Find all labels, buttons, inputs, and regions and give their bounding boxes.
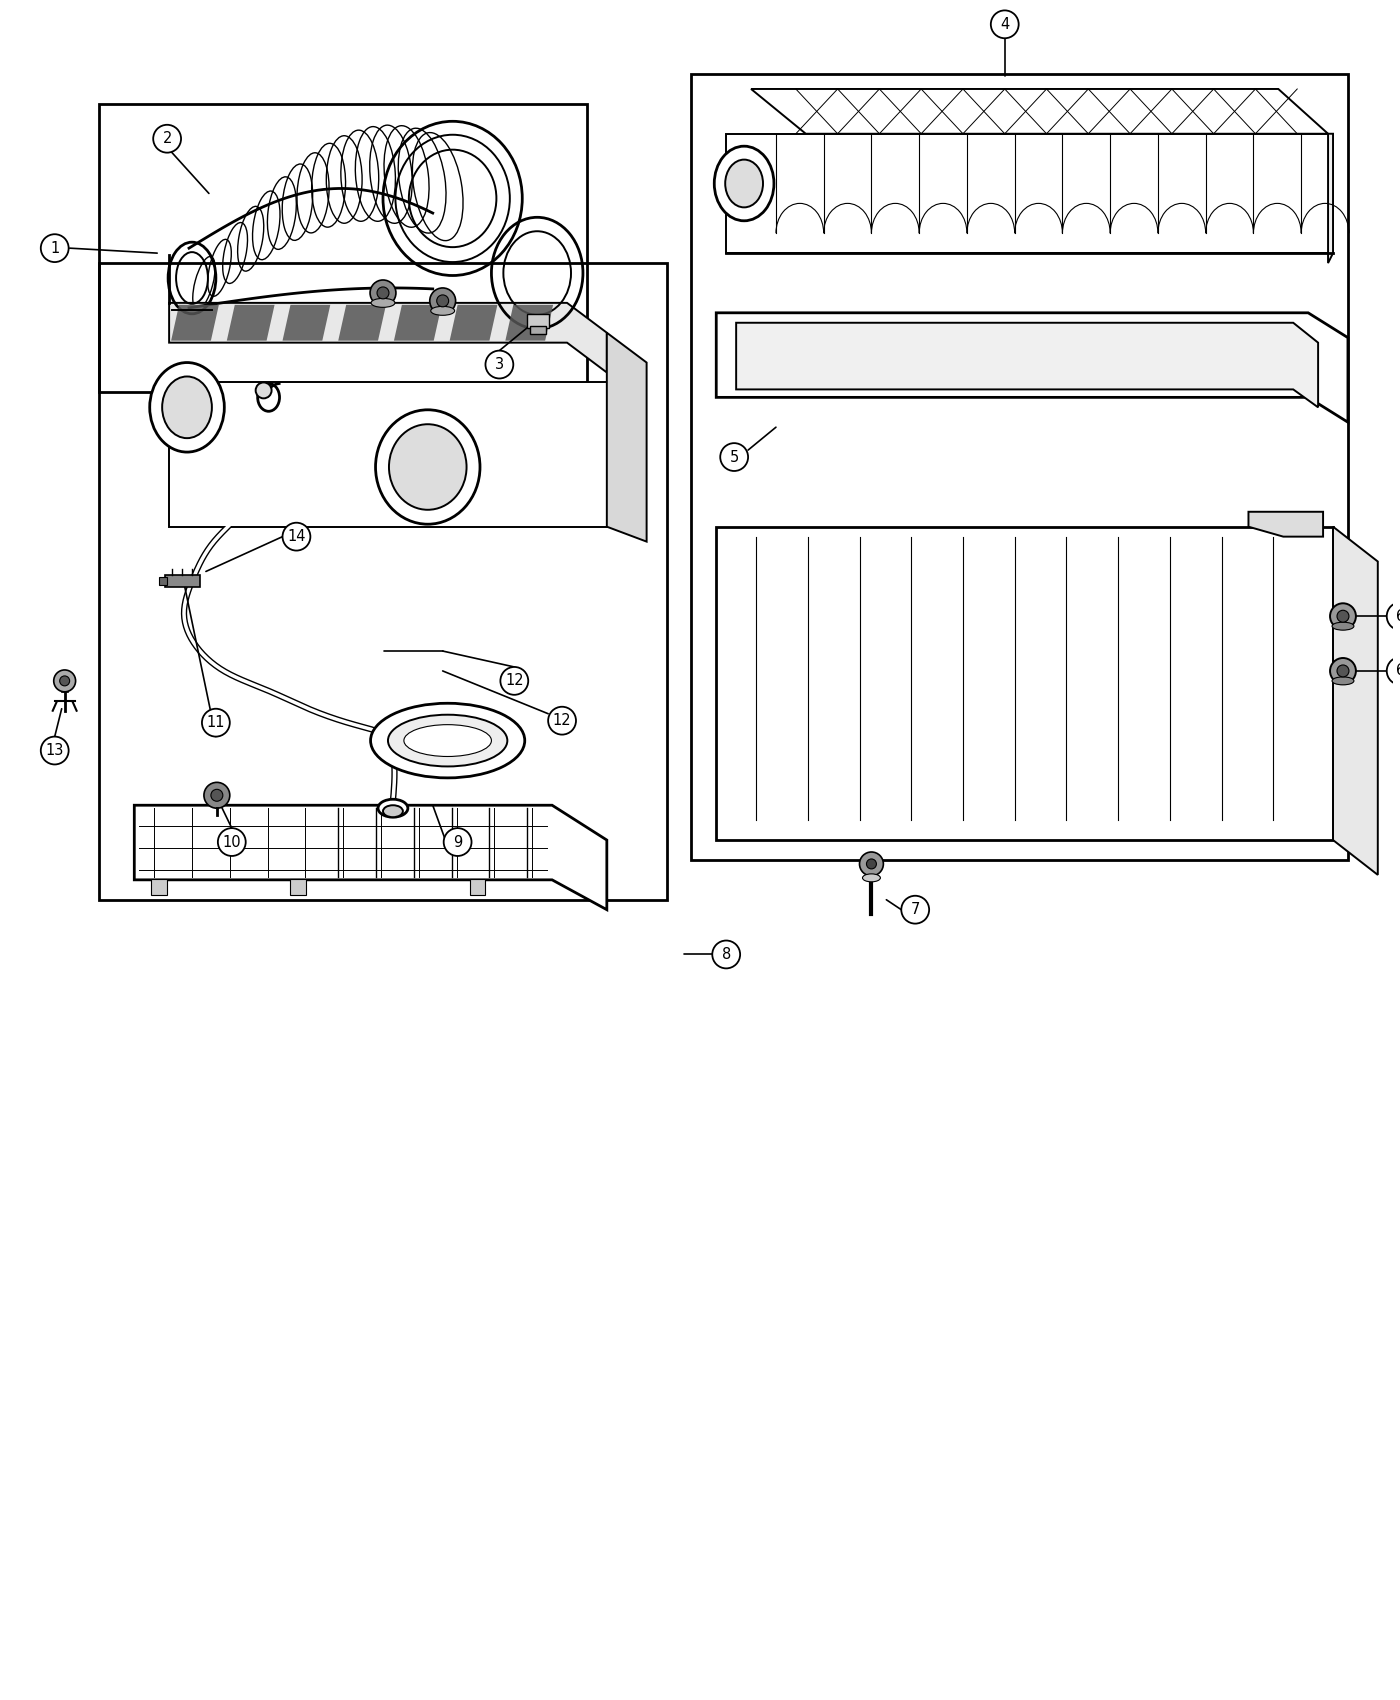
Text: 11: 11 — [207, 716, 225, 731]
Text: 3: 3 — [494, 357, 504, 372]
Ellipse shape — [384, 806, 403, 818]
Bar — [727, 134, 1333, 253]
Circle shape — [1387, 656, 1400, 685]
Circle shape — [60, 677, 70, 685]
Ellipse shape — [162, 376, 211, 439]
Polygon shape — [717, 313, 1348, 422]
Text: 14: 14 — [287, 529, 305, 544]
Bar — [169, 382, 606, 527]
Polygon shape — [750, 88, 1329, 134]
Circle shape — [860, 852, 883, 876]
Bar — [290, 879, 307, 894]
Polygon shape — [283, 304, 330, 340]
Circle shape — [218, 828, 246, 857]
Text: 9: 9 — [454, 835, 462, 850]
Bar — [531, 326, 546, 333]
Bar — [99, 264, 666, 899]
Text: 12: 12 — [505, 673, 524, 689]
Polygon shape — [339, 304, 386, 340]
Text: 12: 12 — [553, 714, 571, 728]
Circle shape — [1337, 610, 1350, 622]
Circle shape — [41, 736, 69, 765]
Polygon shape — [393, 304, 441, 340]
Text: 10: 10 — [223, 835, 241, 850]
Ellipse shape — [371, 704, 525, 779]
Ellipse shape — [150, 362, 224, 452]
Ellipse shape — [258, 384, 280, 411]
Polygon shape — [169, 303, 606, 372]
Circle shape — [204, 782, 230, 807]
Circle shape — [1337, 665, 1350, 677]
Bar — [165, 575, 200, 588]
Circle shape — [549, 707, 575, 734]
Circle shape — [1387, 602, 1400, 631]
Text: 1: 1 — [50, 241, 59, 255]
Ellipse shape — [403, 724, 491, 756]
Ellipse shape — [725, 160, 763, 207]
Circle shape — [153, 124, 181, 153]
Ellipse shape — [714, 146, 774, 221]
Polygon shape — [505, 304, 553, 340]
Ellipse shape — [862, 874, 881, 882]
Polygon shape — [1329, 134, 1333, 264]
Circle shape — [902, 896, 930, 923]
Polygon shape — [449, 304, 497, 340]
Circle shape — [53, 670, 76, 692]
Ellipse shape — [1331, 677, 1354, 685]
Circle shape — [991, 10, 1019, 37]
Circle shape — [500, 666, 528, 695]
Circle shape — [867, 858, 876, 869]
Circle shape — [256, 382, 272, 398]
Text: 5: 5 — [729, 449, 739, 464]
Ellipse shape — [389, 425, 466, 510]
Bar — [692, 75, 1348, 860]
Polygon shape — [606, 333, 647, 542]
Circle shape — [370, 280, 396, 306]
Circle shape — [1330, 658, 1357, 683]
Polygon shape — [1333, 527, 1378, 876]
Bar — [151, 879, 167, 894]
Circle shape — [444, 828, 472, 857]
Text: 6: 6 — [1396, 609, 1400, 624]
Polygon shape — [1249, 512, 1323, 537]
Ellipse shape — [378, 799, 407, 818]
Text: 2: 2 — [162, 131, 172, 146]
Polygon shape — [736, 323, 1319, 408]
Ellipse shape — [431, 306, 455, 314]
Circle shape — [377, 287, 389, 299]
Bar — [99, 104, 587, 393]
Text: 6: 6 — [1396, 663, 1400, 678]
Ellipse shape — [371, 299, 395, 308]
Bar — [469, 879, 486, 894]
Bar — [528, 314, 549, 328]
Bar — [717, 527, 1333, 840]
Ellipse shape — [1331, 622, 1354, 631]
Ellipse shape — [388, 714, 507, 767]
Ellipse shape — [375, 410, 480, 524]
Circle shape — [202, 709, 230, 736]
Text: 7: 7 — [910, 903, 920, 918]
Circle shape — [437, 294, 448, 306]
Circle shape — [41, 235, 69, 262]
Text: 13: 13 — [46, 743, 64, 758]
Bar — [160, 578, 167, 585]
Polygon shape — [171, 304, 218, 340]
Text: 4: 4 — [1000, 17, 1009, 32]
Text: 8: 8 — [721, 947, 731, 962]
Polygon shape — [227, 304, 274, 340]
Polygon shape — [134, 806, 606, 910]
Circle shape — [283, 522, 311, 551]
Circle shape — [713, 940, 741, 969]
Circle shape — [430, 287, 455, 314]
Circle shape — [211, 789, 223, 801]
Circle shape — [486, 350, 514, 379]
Circle shape — [1330, 604, 1357, 629]
Circle shape — [720, 444, 748, 471]
